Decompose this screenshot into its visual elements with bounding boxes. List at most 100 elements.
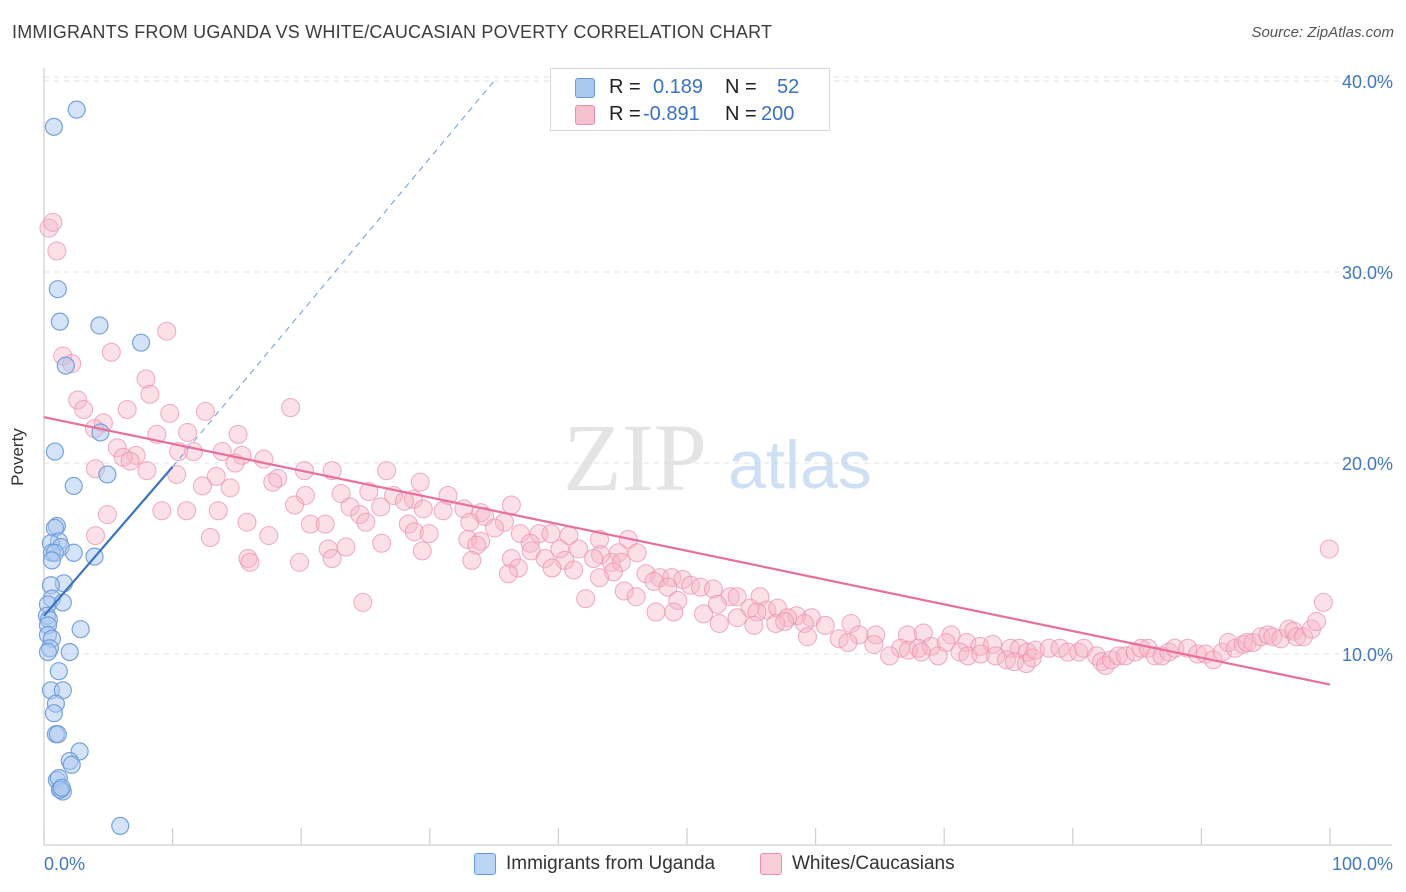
data-point-whites: [681, 575, 701, 595]
data-point-whites: [921, 636, 941, 656]
data-point-whites: [206, 466, 226, 486]
data-point-whites: [498, 564, 518, 584]
data-point-whites: [117, 400, 137, 420]
x-tick-label: 100.0%: [1332, 854, 1393, 874]
data-point-uganda: [42, 551, 62, 570]
data-point-whites: [353, 592, 373, 612]
data-point-whites: [797, 627, 817, 647]
data-point-uganda: [49, 662, 68, 681]
y-tick-label: 40.0%: [1342, 72, 1393, 92]
data-point-whites: [281, 398, 301, 418]
data-point-whites: [986, 646, 1006, 666]
legend-swatch-blue: [474, 853, 496, 875]
data-point-whites: [838, 633, 858, 653]
data-point-uganda: [44, 704, 64, 723]
data-point-whites: [254, 449, 274, 469]
data-point-whites: [485, 518, 505, 538]
data-point-whites: [1287, 627, 1307, 647]
data-point-whites: [576, 589, 596, 609]
data-point-uganda: [50, 312, 69, 331]
data-point-whites: [501, 549, 521, 568]
data-point-whites: [97, 505, 117, 525]
data-point-whites: [228, 424, 248, 444]
trend-line-uganda: [43, 466, 174, 617]
n-label: N =: [725, 103, 757, 125]
data-point-whites: [195, 401, 215, 421]
data-point-whites: [322, 549, 342, 568]
y-tick-label: 10.0%: [1342, 645, 1393, 665]
data-point-whites: [658, 577, 678, 597]
data-point-whites: [727, 608, 747, 628]
data-point-whites: [535, 549, 555, 568]
data-point-whites: [590, 568, 610, 588]
data-point-whites: [462, 550, 482, 570]
data-point-uganda: [131, 333, 151, 352]
r-value: -0.891: [643, 103, 700, 125]
data-point-whites: [601, 552, 621, 572]
legend-swatch-blue: [575, 78, 595, 98]
data-point-whites: [85, 526, 105, 546]
source-credit: Source: ZipAtlas.com: [1251, 24, 1394, 41]
data-point-whites: [1016, 654, 1036, 674]
data-point-whites: [614, 581, 634, 601]
data-point-whites: [707, 594, 727, 614]
data-point-whites: [1294, 627, 1314, 647]
data-point-whites: [263, 472, 283, 492]
x-tick-label: 0.0%: [44, 854, 85, 874]
stats-row-uganda: R = 0.189 N = 52: [551, 75, 829, 101]
data-point-whites: [43, 212, 63, 232]
data-point-uganda: [56, 356, 75, 375]
data-point-whites: [157, 321, 177, 341]
data-point-whites: [542, 558, 562, 578]
data-point-uganda: [64, 476, 83, 496]
data-point-whites: [664, 602, 684, 622]
r-label: R =: [609, 103, 641, 125]
n-value: 200: [761, 103, 795, 125]
data-point-whites: [467, 535, 487, 555]
data-point-whites: [727, 587, 747, 607]
data-point-whites: [356, 512, 376, 532]
data-point-whites: [350, 505, 370, 525]
data-point-whites: [1313, 592, 1333, 612]
legend-label: Immigrants from Uganda: [506, 853, 716, 874]
data-point-whites: [590, 529, 610, 549]
data-point-whites: [394, 491, 414, 511]
data-point-uganda: [64, 543, 83, 562]
data-point-whites: [627, 543, 647, 563]
data-point-uganda: [91, 423, 110, 442]
data-point-whites: [957, 633, 977, 653]
data-point-whites: [404, 522, 424, 542]
data-point-whites: [1039, 638, 1059, 658]
data-point-whites: [584, 549, 604, 568]
data-point-whites: [101, 342, 121, 362]
data-point-whites: [626, 587, 646, 607]
data-point-whites: [412, 541, 432, 561]
data-point-whites: [1096, 655, 1116, 675]
data-point-whites: [880, 646, 900, 666]
data-point-whites: [864, 634, 884, 654]
data-point-whites: [289, 552, 309, 572]
data-point-whites: [1178, 638, 1198, 658]
tick-labels: 10.0% 20.0% 30.0% 40.0% 0.0% 100.0%: [44, 72, 1393, 874]
data-point-whites: [1092, 652, 1112, 672]
stats-legend: R = 0.189 N = 52 R = -0.891 N = 200: [550, 68, 830, 131]
data-point-whites: [200, 527, 220, 547]
data-point-whites: [550, 539, 570, 559]
data-point-whites: [911, 642, 931, 662]
data-point-whites: [237, 512, 257, 532]
data-point-whites: [866, 625, 886, 645]
data-point-whites: [1022, 648, 1042, 668]
data-point-uganda: [48, 280, 67, 299]
data-point-whites: [928, 646, 948, 666]
data-point-whites: [501, 495, 521, 515]
data-point-whites: [331, 484, 351, 504]
data-point-whites: [1263, 627, 1283, 647]
data-point-whites: [841, 613, 861, 633]
data-point-whites: [1004, 652, 1024, 672]
data-point-whites: [300, 514, 320, 534]
data-point-whites: [646, 602, 666, 622]
data-point-whites: [295, 485, 315, 505]
data-point-whites: [413, 499, 433, 519]
data-point-whites: [192, 476, 212, 496]
data-point-whites: [971, 644, 991, 664]
